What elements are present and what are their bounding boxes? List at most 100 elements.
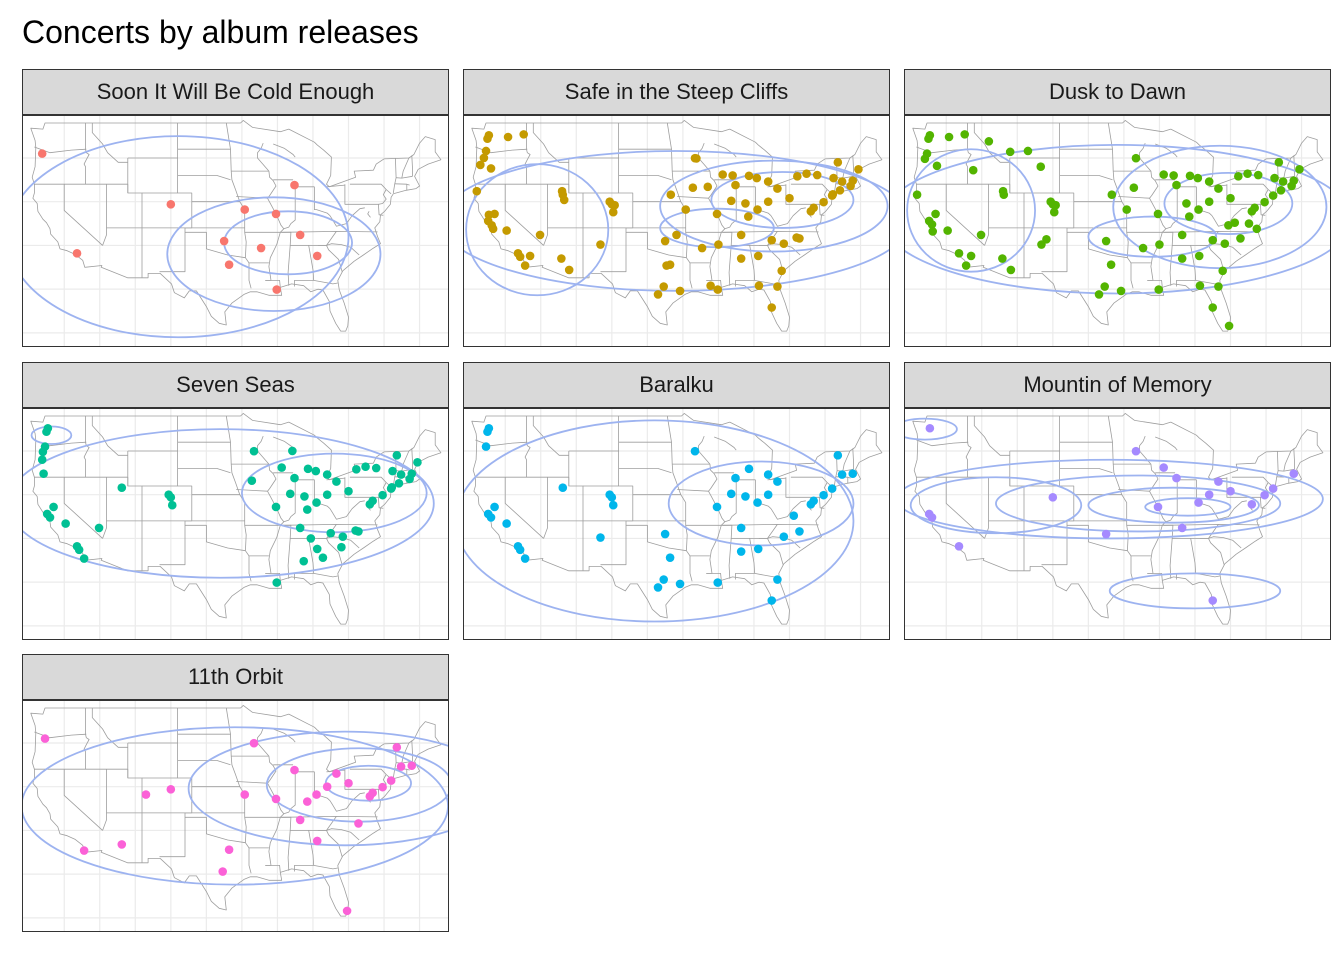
state-border — [127, 158, 143, 278]
us-outline — [30, 705, 442, 917]
concert-point — [741, 492, 750, 501]
concert-point — [819, 197, 828, 207]
concert-point — [773, 575, 782, 584]
concert-point — [1295, 165, 1304, 174]
concert-point — [744, 171, 754, 181]
us-map — [464, 409, 889, 639]
us-map — [464, 116, 889, 346]
state-border — [317, 828, 360, 841]
us-outline — [30, 120, 442, 332]
state-border — [1199, 536, 1242, 549]
concert-point — [288, 446, 297, 456]
density-contour — [166, 196, 382, 312]
us-outline — [30, 413, 442, 625]
concert-point — [999, 190, 1009, 200]
concert-point — [1278, 177, 1288, 186]
concert-point — [767, 235, 777, 245]
concert-point — [681, 205, 691, 214]
concert-point — [515, 545, 525, 555]
density-contour — [187, 730, 448, 847]
concert-point — [659, 282, 669, 291]
concert-point — [666, 190, 676, 200]
density-contour — [23, 135, 350, 339]
concert-point — [1234, 172, 1243, 181]
concert-point — [1204, 490, 1214, 500]
concert-point — [1131, 446, 1141, 456]
state-border — [504, 477, 544, 539]
state-border — [63, 769, 103, 831]
concert-point — [1005, 147, 1015, 157]
state-border — [257, 142, 285, 281]
state-border — [91, 708, 128, 748]
state-border — [1009, 158, 1025, 278]
concert-point — [793, 172, 802, 181]
state-border — [294, 830, 315, 872]
state-border — [543, 477, 548, 539]
state-border — [1067, 524, 1128, 552]
concert-point — [714, 240, 723, 249]
concert-point — [1193, 173, 1203, 183]
density-contour — [240, 452, 428, 534]
concert-point — [1214, 477, 1223, 486]
concert-point — [1289, 469, 1299, 479]
concert-point — [927, 220, 937, 229]
concert-point — [256, 243, 266, 253]
state-border — [127, 743, 143, 863]
state-border — [382, 189, 387, 204]
concert-point — [659, 575, 669, 584]
concert-point — [486, 513, 496, 522]
concert-point — [520, 261, 530, 270]
concert-point — [338, 532, 348, 541]
density-contours — [23, 135, 382, 339]
concert-point — [1153, 209, 1163, 219]
facet-strip-label: Seven Seas — [22, 362, 449, 408]
concert-point — [564, 265, 574, 275]
concert-point — [394, 479, 404, 488]
concert-point — [713, 578, 723, 587]
state-border — [1231, 476, 1274, 488]
concert-point — [502, 226, 511, 235]
us-map — [23, 409, 448, 639]
concert-points — [472, 130, 863, 312]
concert-point — [1194, 205, 1203, 214]
state-border — [83, 708, 90, 770]
map-panel — [463, 115, 890, 347]
gridlines — [464, 409, 889, 639]
density-contours — [905, 417, 1324, 610]
concert-point — [833, 158, 843, 167]
concert-point — [1226, 486, 1235, 496]
concert-point — [1169, 171, 1178, 180]
concert-point — [1204, 177, 1214, 186]
map-panel — [22, 115, 449, 347]
density-contour — [905, 417, 958, 441]
concert-point — [912, 190, 922, 200]
concert-point — [396, 470, 406, 479]
facet-strip-label: Dusk to Dawn — [904, 69, 1331, 115]
state-border — [281, 524, 378, 526]
concert-point — [1218, 266, 1227, 276]
concert-point — [312, 544, 322, 554]
concert-point — [378, 782, 387, 792]
facet-panel: Soon It Will Be Cold Enough — [22, 69, 449, 347]
state-border — [1283, 450, 1292, 472]
state-border — [281, 231, 378, 233]
concert-point — [688, 183, 698, 193]
state-border — [185, 816, 246, 844]
concert-point — [1204, 197, 1214, 207]
concert-point — [744, 464, 754, 474]
concert-point — [1153, 502, 1163, 512]
concert-point — [271, 209, 281, 219]
state-border — [411, 155, 413, 177]
state-border — [984, 184, 989, 246]
concert-point — [271, 794, 281, 804]
concert-point — [672, 230, 681, 240]
concert-point — [519, 130, 528, 139]
concert-point — [1287, 181, 1296, 191]
state-border — [265, 865, 281, 873]
state-border — [294, 245, 315, 287]
concert-point — [809, 203, 818, 213]
state-border — [401, 157, 410, 179]
state-border — [626, 231, 687, 259]
us-map — [905, 116, 1330, 346]
concert-point — [352, 465, 361, 474]
